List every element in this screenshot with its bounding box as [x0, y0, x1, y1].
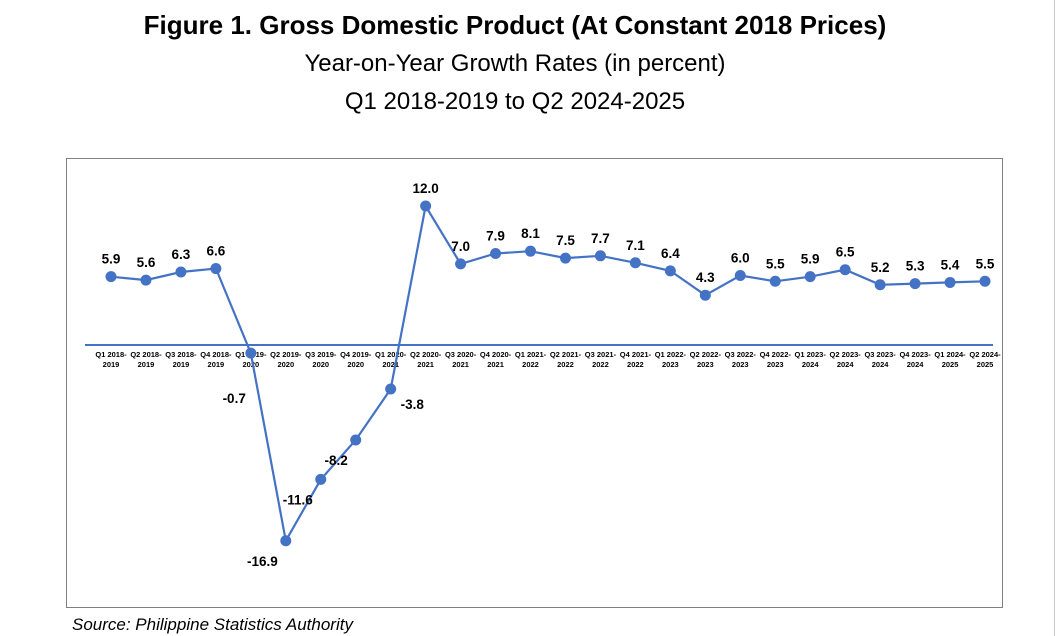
x-tick-label: Q3 2021-2022 — [585, 350, 617, 369]
x-tick-label: Q4 2022-2023 — [760, 350, 792, 369]
data-point — [455, 258, 467, 270]
data-point — [734, 270, 746, 281]
data-label: 5.3 — [906, 259, 925, 274]
data-label: 5.2 — [871, 260, 890, 275]
data-point — [490, 247, 502, 259]
data-label: 5.4 — [941, 257, 960, 272]
x-tick-label: Q2 2020-2021 — [410, 350, 442, 369]
data-point — [350, 434, 362, 446]
x-tick-label: Q4 2019-2020 — [340, 350, 372, 369]
data-point — [979, 275, 991, 287]
data-point — [245, 347, 257, 359]
x-tick-label: Q1 2018-2019 — [95, 350, 127, 369]
data-label: -8.2 — [324, 453, 347, 468]
x-tick-label: Q1 2021-2022 — [515, 350, 547, 369]
data-point — [874, 279, 886, 291]
x-tick-label: Q3 2023-2024 — [864, 350, 896, 369]
x-tick-label: Q1 2024-2025 — [934, 350, 966, 369]
data-point — [804, 271, 816, 283]
data-point — [594, 250, 606, 262]
data-label: 7.5 — [556, 233, 575, 248]
data-label: 6.0 — [731, 251, 750, 266]
data-label: 6.4 — [661, 246, 680, 261]
x-tick-label: Q4 2023-2024 — [899, 350, 931, 369]
data-label: -11.6 — [283, 492, 314, 507]
data-label: 5.5 — [766, 256, 785, 271]
source-note: Source: Philippine Statistics Authority — [72, 615, 353, 634]
data-point — [420, 200, 432, 212]
data-label: 6.3 — [172, 247, 191, 262]
data-label: 5.6 — [137, 255, 156, 270]
data-point — [385, 383, 397, 395]
data-label: 5.5 — [976, 256, 995, 271]
data-label: -3.8 — [401, 397, 425, 412]
gdp-growth-series-line — [110, 202, 986, 544]
data-label: -16.9 — [247, 554, 278, 569]
data-point — [140, 274, 152, 286]
data-point — [769, 275, 781, 287]
data-point — [210, 263, 222, 275]
x-tick-label: Q2 2023-2024 — [830, 350, 862, 369]
x-tick-label: Q1 2020-2021 — [375, 350, 407, 369]
data-point — [315, 473, 327, 485]
figure-subtitle: Year-on-Year Growth Rates (in percent) — [304, 50, 726, 77]
data-label: 8.1 — [521, 226, 540, 241]
data-label: 5.9 — [102, 252, 121, 267]
x-tick-label: Q2 2022-2023 — [690, 350, 722, 369]
data-label: 7.9 — [486, 228, 505, 243]
data-label: 4.3 — [696, 270, 715, 285]
x-tick-label: Q3 2019-2020 — [305, 350, 337, 369]
data-label: 6.5 — [836, 245, 855, 260]
data-label: 6.6 — [206, 244, 225, 259]
page-border — [1054, 0, 1055, 636]
x-tick-label: Q2 2019-2020 — [270, 350, 302, 369]
x-tick-label: Q4 2018-2019 — [200, 350, 232, 369]
data-point — [105, 271, 117, 283]
x-tick-label: Q4 2021-2022 — [620, 350, 652, 369]
data-label: -0.7 — [223, 391, 246, 406]
figure-title: Figure 1. Gross Domestic Product (At Con… — [143, 10, 887, 40]
data-point — [525, 245, 537, 257]
x-tick-label: Q3 2022-2023 — [725, 350, 757, 369]
data-point — [944, 276, 956, 288]
data-point — [280, 535, 292, 547]
figure-period: Q1 2018-2019 to Q2 2024-2025 — [344, 88, 686, 115]
x-tick-label: Q1 2023-2024 — [795, 350, 827, 369]
data-point — [699, 289, 711, 301]
data-point — [664, 265, 676, 277]
data-point — [909, 278, 921, 290]
data-label: 12.0 — [412, 181, 438, 196]
x-tick-label: Q1 2022-2023 — [655, 350, 687, 369]
x-tick-label: Q4 2020-2021 — [480, 350, 512, 369]
data-point — [629, 257, 641, 269]
data-label: 7.1 — [626, 238, 645, 253]
data-point — [559, 252, 571, 264]
data-label: 7.7 — [591, 231, 610, 246]
x-tick-label: Q3 2020-2021 — [445, 350, 477, 369]
x-tick-label: Q2 2018-2019 — [130, 350, 162, 369]
x-tick-label: Q2 2021-2022 — [550, 350, 582, 369]
x-tick-label: Q3 2018-2019 — [165, 350, 197, 369]
data-label: 5.9 — [801, 252, 820, 267]
data-point — [839, 264, 851, 276]
x-tick-label: Q2 2024-2025 — [969, 350, 1001, 369]
data-point — [175, 266, 187, 278]
data-label: 7.0 — [451, 239, 470, 254]
